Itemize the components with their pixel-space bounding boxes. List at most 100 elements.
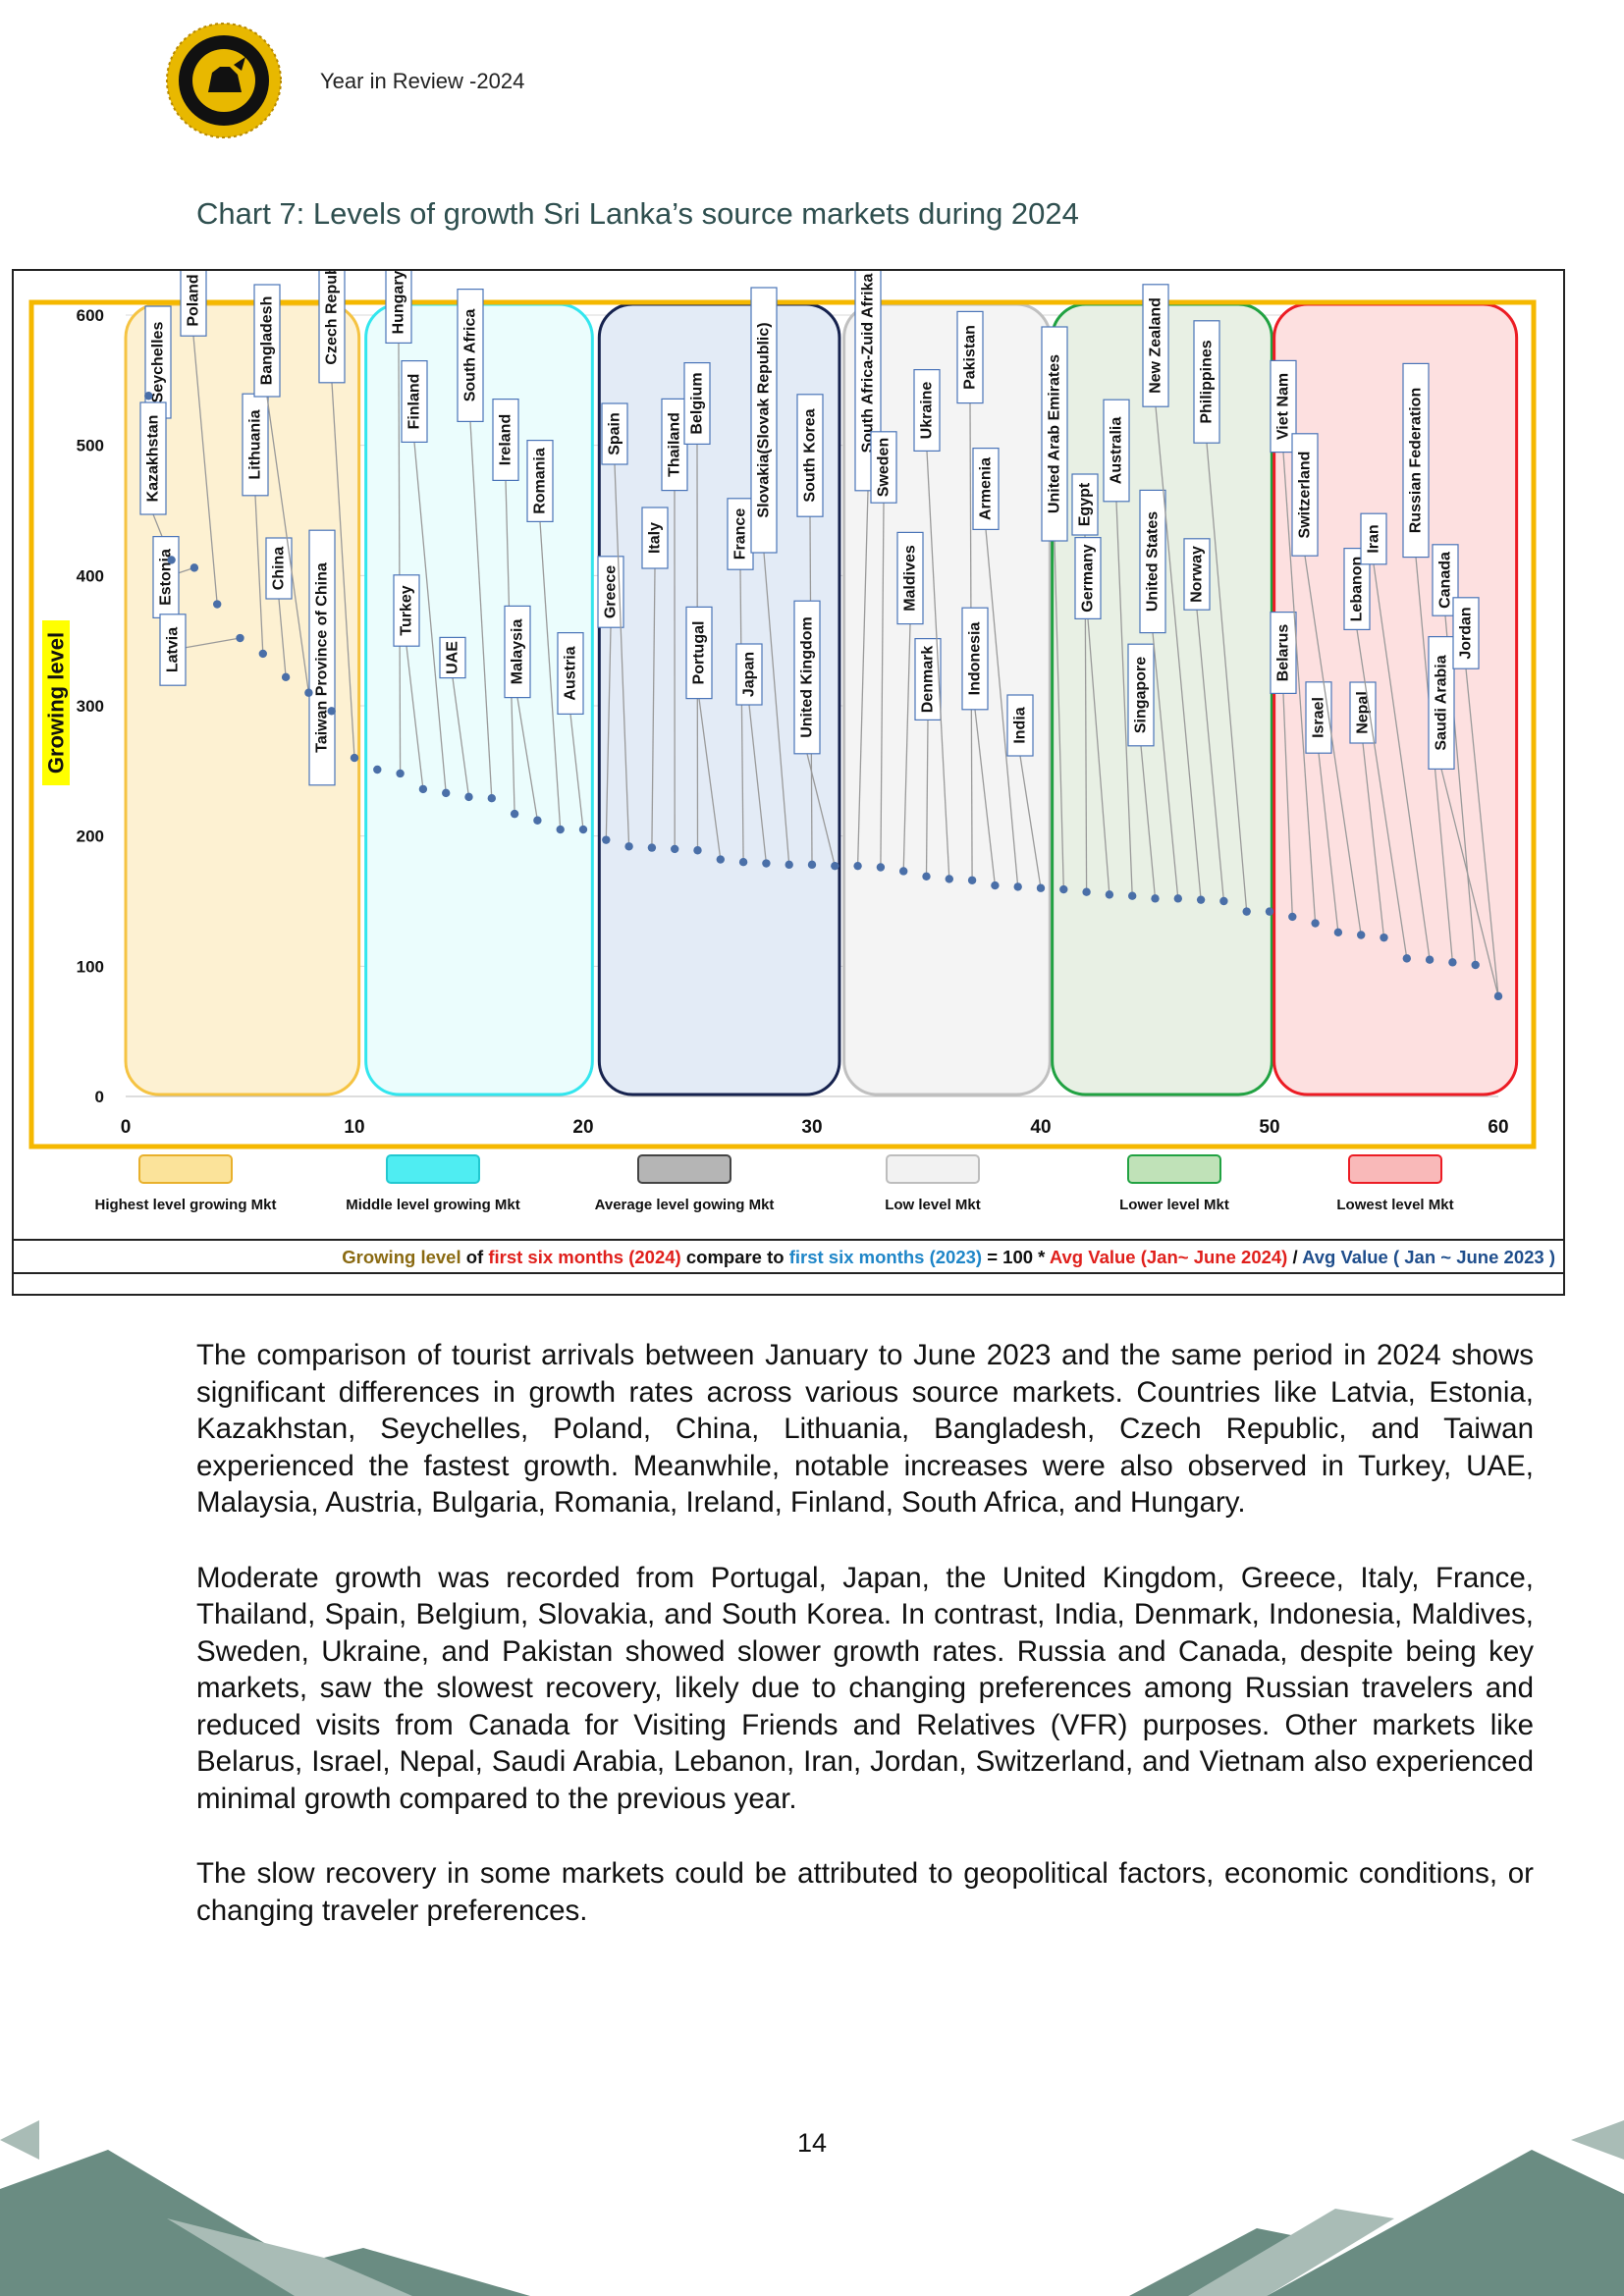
label-box xyxy=(641,507,669,569)
market-label: Lebanon xyxy=(1349,557,1366,622)
label-box xyxy=(1360,512,1387,565)
data-point xyxy=(785,860,793,870)
legend-label: Lower level Mkt xyxy=(1119,1197,1229,1213)
data-point xyxy=(578,825,588,834)
legend-label: Highest level growing Mkt xyxy=(94,1197,276,1213)
label-box xyxy=(401,359,428,444)
data-point xyxy=(464,792,473,802)
data-point xyxy=(327,707,336,716)
footer-shape xyxy=(1188,2209,1394,2296)
footer-shape xyxy=(1571,2120,1624,2160)
label-box xyxy=(1103,399,1130,503)
leader-line xyxy=(763,552,790,865)
leader-line xyxy=(926,451,950,880)
data-point xyxy=(1288,912,1297,922)
footnote-segment: Avg Value ( Jan ~ June 2023 ) xyxy=(1302,1247,1555,1267)
x-tick-label: 50 xyxy=(1259,1117,1279,1138)
market-label: South Africa-Zuid Afrika xyxy=(860,273,877,453)
market-label: Portugal xyxy=(691,621,708,685)
label-box xyxy=(1428,636,1455,771)
label-box xyxy=(793,600,821,755)
leader-line xyxy=(266,396,310,693)
data-point xyxy=(899,867,908,876)
label-box xyxy=(870,431,897,504)
leader-line xyxy=(398,343,402,774)
market-label: Egypt xyxy=(1077,482,1094,526)
data-point xyxy=(556,825,565,834)
market-label: Italy xyxy=(647,522,664,554)
ylabel-background xyxy=(42,620,70,785)
label-box xyxy=(1041,326,1068,542)
y-tick-label: 200 xyxy=(77,828,104,846)
chart-frame: 0 100 200 300 400 500 600 0 10 20 30 40 50 60 Growing … xyxy=(12,269,1565,1296)
y-tick-label: 0 xyxy=(95,1088,104,1106)
legend-label: Low level Mkt xyxy=(885,1197,981,1213)
data-point xyxy=(236,633,244,643)
market-label: Japan xyxy=(741,652,758,697)
label-box xyxy=(1291,433,1319,557)
legend-swatch xyxy=(886,1154,980,1184)
label-box xyxy=(1139,489,1166,634)
label-box xyxy=(152,536,180,619)
market-label: Viet Nam xyxy=(1275,373,1292,440)
label-box xyxy=(1349,681,1377,744)
market-label: Pakistan xyxy=(962,325,979,390)
market-label: Belgium xyxy=(689,372,706,434)
legend-swatch xyxy=(1348,1154,1442,1184)
data-point xyxy=(1059,884,1068,894)
market-label: United Kingdom xyxy=(799,616,816,738)
market-label: Denmark xyxy=(920,646,937,714)
leader-line xyxy=(516,697,539,821)
market-label: Ukraine xyxy=(919,382,936,440)
market-label: Switzerland xyxy=(1297,452,1314,539)
footnote-segment: first six months (2023) xyxy=(789,1247,982,1267)
label-box xyxy=(896,531,924,625)
market-label: Belarus xyxy=(1275,624,1292,682)
market-label: Philippines xyxy=(1199,340,1216,423)
label-box xyxy=(956,310,984,404)
paragraph-2: Moderate growth was recorded from Portug… xyxy=(196,1561,1534,1815)
leader-line xyxy=(1152,632,1179,899)
market-label: Kazakhstan xyxy=(145,415,162,503)
data-point xyxy=(1425,955,1435,964)
label-box xyxy=(727,498,754,570)
leader-line xyxy=(1465,668,1499,996)
leader-line xyxy=(1318,753,1339,933)
data-point xyxy=(1265,907,1274,916)
data-point xyxy=(693,846,702,855)
label-box xyxy=(1006,694,1034,757)
data-point xyxy=(1105,890,1114,899)
data-point xyxy=(258,649,267,659)
leader-line xyxy=(651,567,656,848)
footnote-segment: Growing level xyxy=(342,1247,465,1267)
market-label: Austria xyxy=(563,646,579,700)
footer-decoration xyxy=(0,2120,1624,2296)
legend-label: Lowest level Mkt xyxy=(1336,1197,1453,1213)
data-point xyxy=(304,688,313,697)
market-label: France xyxy=(732,508,749,561)
market-label: China xyxy=(271,547,288,591)
data-point xyxy=(1196,895,1206,904)
label-box xyxy=(318,271,346,384)
market-label: New Zealand xyxy=(1148,297,1164,394)
label-box xyxy=(253,284,281,398)
market-label: Poland xyxy=(186,274,202,326)
market-label: Sweden xyxy=(876,438,893,497)
data-point xyxy=(189,563,199,572)
data-point xyxy=(876,863,886,872)
market-label: Saudi Arabia xyxy=(1434,655,1450,750)
data-point xyxy=(1357,931,1366,939)
label-box xyxy=(504,605,531,699)
data-point xyxy=(1311,919,1320,928)
label-box xyxy=(159,614,187,686)
leader-line xyxy=(1140,745,1157,899)
market-label: Iran xyxy=(1366,524,1382,553)
label-box xyxy=(393,574,420,647)
label-box xyxy=(457,289,484,423)
data-point xyxy=(1333,928,1343,937)
leader-line xyxy=(1282,452,1317,924)
footer-shape xyxy=(0,2120,39,2160)
data-point xyxy=(624,842,633,851)
y-tick-label: 400 xyxy=(77,566,104,585)
market-label: Lithuania xyxy=(247,409,264,479)
